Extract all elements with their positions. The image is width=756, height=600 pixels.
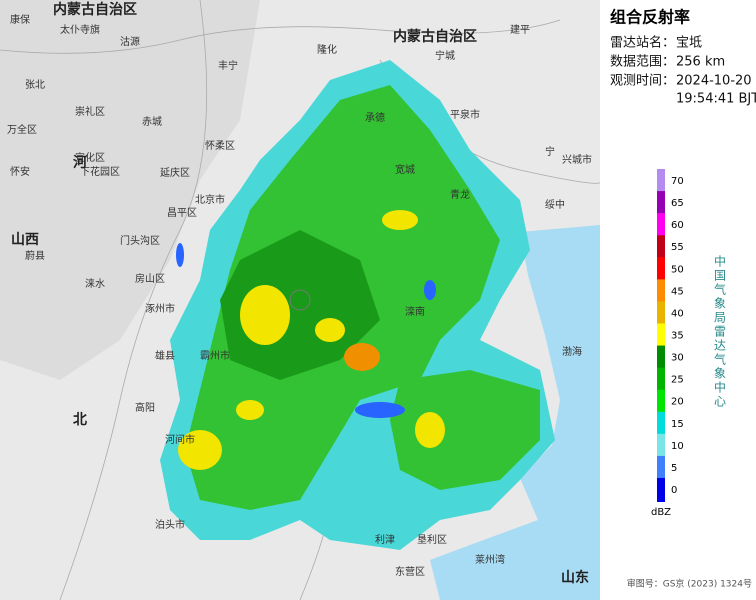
legend-level-label: 15 <box>671 419 684 430</box>
place-label: 莱州湾 <box>475 553 505 566</box>
legend-level-label: 65 <box>671 198 684 209</box>
echo-orange <box>344 343 380 371</box>
place-label: 太仆寺旗 <box>60 23 100 36</box>
radar-site <box>289 289 311 311</box>
place-label: 滦南 <box>405 305 425 318</box>
terrain <box>0 0 260 380</box>
place-label: 涿州市 <box>145 302 175 315</box>
place-label: 万全区 <box>7 123 37 136</box>
place-label: 绥中 <box>545 198 565 211</box>
legend-swatch <box>657 191 665 216</box>
sea <box>430 225 600 600</box>
legend-level-label: 5 <box>671 463 677 474</box>
range-label: 数据范围： <box>610 55 675 70</box>
station-label: 雷达站名： <box>610 35 675 51</box>
place-label: 宁 <box>545 145 555 158</box>
legend-level-label: 60 <box>671 220 684 231</box>
place-label: 雄县 <box>155 349 175 362</box>
place-label: 宁城 <box>435 49 455 62</box>
station: 宝坻 <box>676 35 702 51</box>
place-label: 怀安 <box>10 165 30 178</box>
place-label: 丰宁 <box>218 59 238 72</box>
place-label: 门头沟区 <box>120 234 160 247</box>
place-label: 山东 <box>561 569 589 586</box>
legend-swatch <box>657 411 665 436</box>
time-label: 观测时间： <box>610 74 675 89</box>
echo-yellow <box>178 210 445 470</box>
place-label: 高阳 <box>135 401 155 414</box>
place-label: 蔚县 <box>25 250 45 262</box>
legend-swatch <box>657 345 665 370</box>
place-label: 利津 <box>375 534 395 546</box>
place-label: 内蒙古自治区 <box>53 1 137 18</box>
info-panel <box>600 0 756 600</box>
legend-level-label: 45 <box>671 286 684 297</box>
date: 2024-10-20 <box>676 74 752 89</box>
legend-unit: dBZ <box>651 507 671 518</box>
place-label: 垦利区 <box>417 534 447 546</box>
place-label: 怀柔区 <box>205 140 235 152</box>
legend-level-label: 20 <box>671 397 684 408</box>
place-label: 内蒙古自治区 <box>393 28 477 45</box>
place-label: 涞水 <box>85 278 105 290</box>
place-label: 河 <box>73 154 87 171</box>
place-label: 承德 <box>365 111 385 124</box>
place-label: 青龙 <box>450 188 470 201</box>
legend-swatch <box>657 367 665 392</box>
legend-swatch <box>657 279 665 304</box>
place-label: 下花园区 <box>80 165 120 178</box>
time: 19:54:41 BJT <box>676 92 756 107</box>
place-label: 北 <box>73 412 87 428</box>
place-label: 沽源 <box>120 35 140 48</box>
place-label: 北京市 <box>195 193 225 206</box>
legend-swatch <box>657 257 665 282</box>
range: 256 km <box>676 55 725 70</box>
place-label: 崇礼区 <box>75 105 105 118</box>
place-label: 张北 <box>25 79 45 91</box>
legend-swatch <box>657 301 665 326</box>
legend-level-label: 10 <box>671 441 684 452</box>
place-label: 霸州市 <box>200 349 230 362</box>
legend-level-label: 40 <box>671 308 684 319</box>
place-label: 房山区 <box>135 272 165 285</box>
panel-title: 组合反射率 <box>610 8 690 27</box>
echo-green <box>390 370 540 490</box>
echo-blue <box>176 243 436 418</box>
place-label: 河间市 <box>165 433 195 446</box>
legend-level-label: 55 <box>671 242 684 253</box>
legend-swatch <box>657 478 665 502</box>
legend-level-label: 30 <box>671 353 684 364</box>
legend-swatch <box>657 169 665 193</box>
place-label: 渤海 <box>562 345 582 358</box>
place-label: 建平 <box>510 23 530 36</box>
place-label: 东营区 <box>395 565 425 578</box>
legend-level-label: 35 <box>671 331 684 342</box>
place-label: 泊头市 <box>155 518 185 531</box>
place-label: 宣化区 <box>75 151 105 164</box>
place-label: 平泉市 <box>450 108 480 121</box>
legend-level-label: 25 <box>671 375 684 386</box>
place-label: 宽城 <box>395 163 415 176</box>
legend-level-label: 50 <box>671 264 684 275</box>
place-label: 山西 <box>11 232 39 248</box>
legend-level-label: 70 <box>671 176 684 187</box>
place-label: 延庆区 <box>160 166 190 179</box>
legend-swatch <box>657 213 665 238</box>
legend-level-label: 0 <box>671 485 677 496</box>
legend-swatch <box>657 235 665 260</box>
place-label: 康保 <box>10 13 30 26</box>
place-label: 隆化 <box>317 43 337 56</box>
place-label: 兴城市 <box>562 153 592 166</box>
legend-swatch <box>657 323 665 348</box>
legend-source: 中国气象局雷达气象中心 <box>713 254 727 409</box>
approval-number: 审图号：GS京 (2023) 1324号 <box>627 578 752 590</box>
legend-swatch <box>657 389 665 414</box>
place-label: 昌平区 <box>167 207 197 219</box>
legend-swatch <box>657 433 665 458</box>
legend-swatch <box>657 455 665 480</box>
place-label: 赤城 <box>142 116 162 128</box>
